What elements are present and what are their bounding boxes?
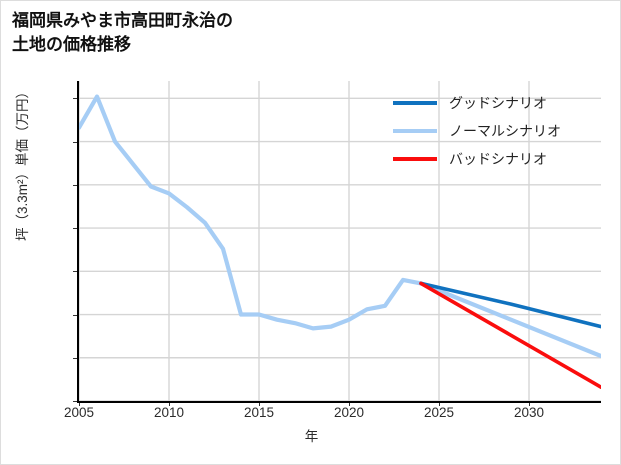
x-axis-spine [77, 401, 601, 403]
legend-color-swatch [393, 157, 437, 161]
chart-lines [79, 81, 601, 402]
legend-color-swatch [393, 101, 437, 105]
x-tick-label: 2030 [513, 405, 545, 420]
legend-item[interactable]: グッドシナリオ [393, 89, 593, 117]
y-axis-title: 坪（3.3m²）単価（万円） [15, 85, 30, 242]
x-tick-label: 2020 [333, 405, 365, 420]
legend-label: ノーマルシナリオ [449, 123, 561, 139]
legend-color-swatch [393, 129, 437, 133]
x-tick-label: 2010 [153, 405, 185, 420]
x-tick-label: 2025 [423, 405, 455, 420]
chart-legend: グッドシナリオ ノーマルシナリオ バッドシナリオ [393, 89, 593, 173]
plot-area [77, 81, 601, 403]
legend-item[interactable]: ノーマルシナリオ [393, 117, 593, 145]
x-axis-title: 年 [304, 429, 319, 444]
legend-label: バッドシナリオ [449, 151, 547, 167]
x-tick-label: 2015 [243, 405, 275, 420]
legend-item[interactable]: バッドシナリオ [393, 145, 593, 173]
legend-label: グッドシナリオ [449, 95, 547, 111]
x-tick-label: 2005 [63, 405, 95, 420]
y-axis-spine [77, 81, 79, 402]
page-title: 福岡県みやま市高田町永治の 土地の価格推移 [12, 11, 233, 55]
